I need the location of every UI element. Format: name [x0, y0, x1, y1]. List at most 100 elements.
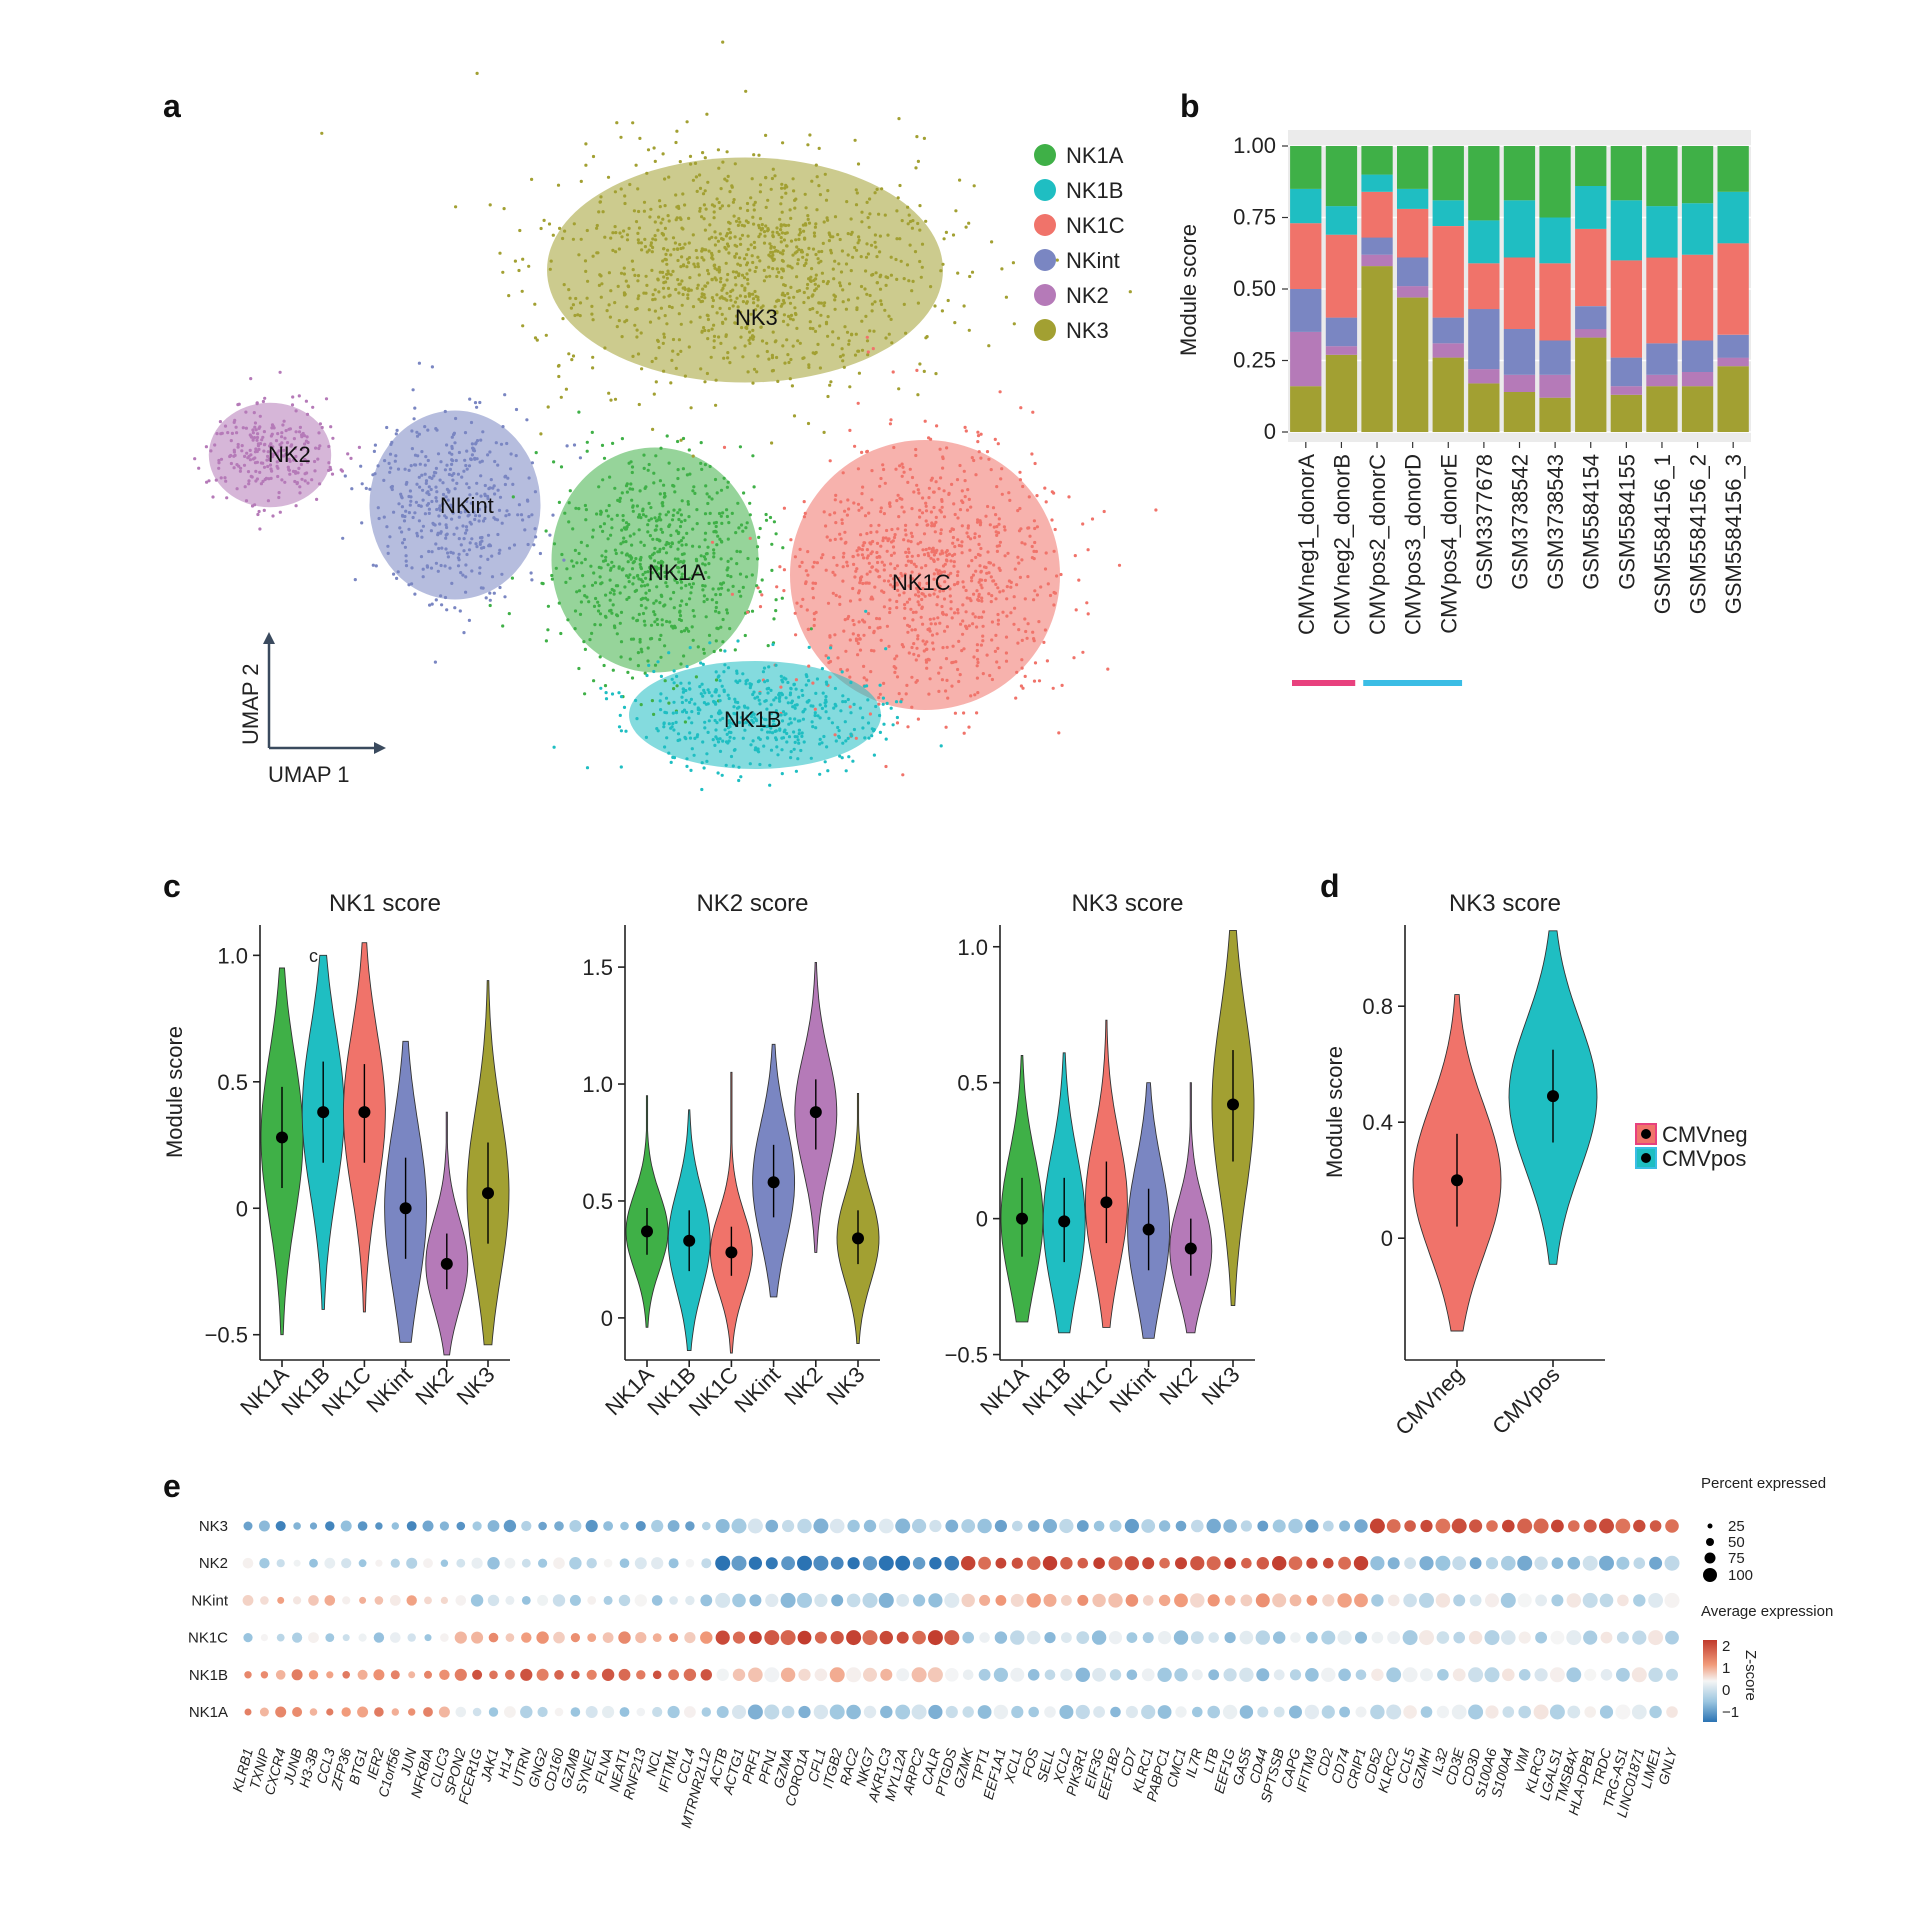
dot-nk1c-actg1 [732, 1631, 746, 1644]
violin-median-nk2 [440, 1257, 453, 1270]
dot-nk1a-trdc [1599, 1705, 1614, 1719]
bar-gsm3738543-nk1b [1539, 217, 1571, 264]
dot-nk1c-cd3d [1468, 1630, 1483, 1645]
dot-nk2-gzmk [961, 1556, 976, 1571]
umap-label-nkint: NKint [440, 493, 494, 518]
dot-nk3-flna [603, 1521, 613, 1531]
dot-nk1b-rac2 [846, 1667, 862, 1683]
dot-nkint-linc01871 [1633, 1594, 1646, 1607]
bar-cmvpos2-donorc-nk1c [1361, 191, 1393, 238]
xtick-label-nkint: NKint [1104, 1362, 1160, 1418]
bar-cmvneg1-donora-nk1c [1290, 223, 1322, 289]
dot-nkint-sptssb [1272, 1593, 1287, 1608]
row-label-nkint: NKint [191, 1592, 229, 1609]
dot-nk2-fos [1026, 1556, 1041, 1570]
dot-nk2-ifitm3 [1306, 1557, 1318, 1569]
bar-gsm3377678-nk2 [1468, 369, 1500, 384]
gene-label-ncl: NCL [642, 1747, 665, 1778]
dot-nk2-ncl [651, 1557, 664, 1570]
dot-nk1c-klrc3 [1535, 1631, 1547, 1644]
dot-nk1c-tmsb4x [1566, 1630, 1582, 1646]
umap-cluster-nkint [369, 410, 541, 600]
dot-nk1c-actb [715, 1630, 730, 1645]
row-label-nk1b: NK1B [189, 1667, 228, 1684]
dot-nkint-tpt1 [979, 1594, 991, 1606]
b-xtick-label-gsm5584156-3: GSM5584156_3 [1721, 454, 1746, 614]
dot-nkint-cmc1 [1174, 1593, 1188, 1608]
dot-nk1b-pik3r1 [1075, 1667, 1091, 1683]
dot-nkint-klrc3 [1535, 1594, 1547, 1607]
violin-median-nk3 [482, 1187, 494, 1200]
dot-nk1b-xcl2 [1060, 1668, 1073, 1681]
bar-gsm3738543-nk1a [1539, 146, 1571, 218]
dot-nk1a-s100a6 [1485, 1705, 1499, 1719]
bar-gsm5584156-3-nk1b [1717, 191, 1749, 244]
dot-nk1a-pfn1 [764, 1704, 780, 1720]
dot-nkint-klrc2 [1387, 1594, 1400, 1607]
panel-label-a: a [163, 88, 181, 124]
legend-label-cmvpos: CMVpos [1662, 1146, 1746, 1171]
b-ytick-label-4: 1.00 [1233, 133, 1276, 158]
dot-nk1b-lime1 [1648, 1667, 1663, 1683]
dot-nkint-lgals1 [1551, 1594, 1564, 1607]
dot-nk1b-il32 [1437, 1669, 1449, 1681]
dot-nk3-cxcr4 [275, 1521, 286, 1531]
dot-nkint-capg [1289, 1594, 1302, 1607]
size-legend-label-50: 50 [1728, 1534, 1745, 1551]
ytick-label-2: 0.8 [1362, 994, 1393, 1019]
dot-nk3-tmsb4x [1568, 1520, 1580, 1532]
dot-nk1a-sptssb [1273, 1706, 1285, 1718]
dot-nk2-capg [1288, 1556, 1303, 1570]
bar-gsm5584156-2-nk3 [1681, 386, 1714, 432]
bar-gsm5584155-nk3 [1610, 394, 1642, 432]
dot-nk1a-neat1 [619, 1707, 630, 1717]
bar-gsm5584156-1-nk1b [1646, 206, 1678, 258]
dot-nk1a-actb [716, 1706, 729, 1718]
dot-nk1b-ptgds [945, 1668, 959, 1682]
bar-cmvpos2-donorc-nk2 [1361, 254, 1393, 267]
dot-nk1a-gzmk [962, 1706, 974, 1718]
dot-nk3-ccl4 [685, 1521, 695, 1531]
dot-nk1a-cd3e [1451, 1704, 1467, 1720]
xtick-label-cmvpos: CMVpos [1487, 1362, 1564, 1439]
dot-nk2-lime1 [1649, 1556, 1663, 1570]
dot-nk1b-gng2 [536, 1668, 549, 1681]
dot-nk1b-cfl1 [814, 1668, 828, 1682]
dot-nk3-xcl1 [1012, 1520, 1023, 1532]
dot-nk3-cd74 [1339, 1520, 1351, 1532]
dot-nk1a-flna [602, 1705, 615, 1719]
dot-nk2-ier2 [375, 1559, 383, 1567]
dot-nk1b-ltb [1208, 1669, 1220, 1681]
dot-nkint-ier2 [374, 1596, 384, 1605]
dot-nkint-trg-as1 [1617, 1594, 1629, 1607]
legend-dot-nk3 [1034, 319, 1056, 341]
dot-nk1c-eif3g [1091, 1630, 1107, 1645]
bar-gsm5584155-nk2 [1610, 386, 1642, 395]
dot-nk3-eif3g [1093, 1520, 1105, 1532]
violin-plot-nk1-score: NK1 score−0.500.51.0NK1ANK1BNK1CNKintNK2… [205, 890, 510, 1421]
size-legend-label-100: 100 [1728, 1567, 1753, 1584]
dot-nk1a-c1orf56 [391, 1708, 399, 1716]
dot-nk1c-h3-3b [308, 1632, 319, 1643]
dot-nk3-utrn [521, 1520, 532, 1532]
dot-nk1c-nfkbia [424, 1634, 432, 1642]
dot-nk2-pabpc1 [1159, 1557, 1170, 1569]
dot-nk1a-gzmh [1420, 1706, 1433, 1718]
dot-nk1b-clic3 [439, 1669, 450, 1681]
b-xtick-label-cmvpos3-donord: CMVpos3_donorD [1401, 454, 1426, 635]
dot-nk1c-prf1 [749, 1631, 762, 1644]
dot-nk1b-coro1a [798, 1668, 811, 1681]
dot-nk2-h1-4 [504, 1557, 516, 1569]
violin-plot-cmv-nk3-score: NK3 score 0 0.4 0.8 CMVneg CMVpos [1362, 890, 1605, 1440]
dot-nk3-mtrnr2l12 [702, 1521, 711, 1531]
bar-gsm3738543-nk1c [1539, 263, 1571, 341]
umap-label-nk1b: NK1B [724, 707, 781, 732]
legend-label-cmvneg: CMVneg [1662, 1122, 1748, 1147]
dot-nk1a-arpc2 [911, 1704, 927, 1720]
legend-label-nk2: NK2 [1066, 283, 1109, 308]
bar-cmvneg2-donorb-nk1c [1325, 234, 1358, 318]
dot-nk2-syne1 [586, 1558, 597, 1569]
dot-nkint-myl12a [896, 1594, 910, 1607]
ytick-label-1: 0.5 [582, 1189, 613, 1214]
bar-gsm5584156-2-nk1a [1681, 146, 1714, 204]
